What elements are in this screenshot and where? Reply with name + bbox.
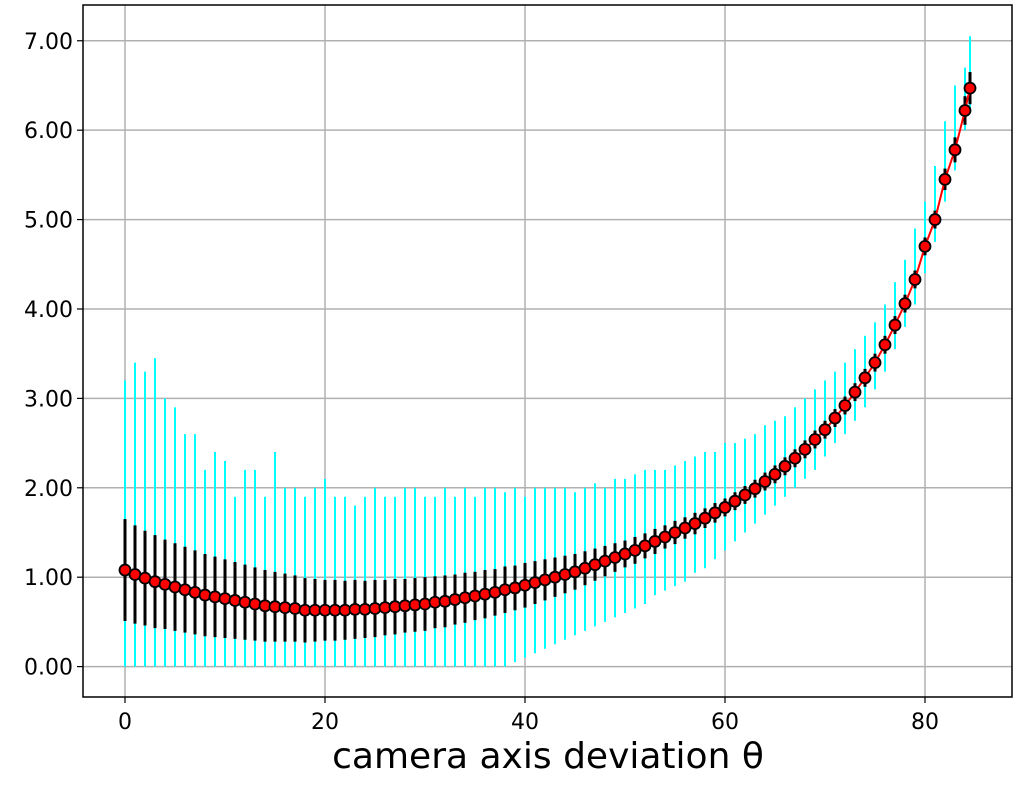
y-tick-label: 4.00 (24, 298, 73, 323)
y-tick-label: 7.00 (24, 30, 73, 55)
point (478, 587, 492, 601)
x-tick-label: 40 (511, 710, 539, 735)
point (468, 589, 482, 603)
y-tick-label: 5.00 (24, 209, 73, 234)
point (418, 597, 432, 611)
point (228, 594, 242, 607)
x-tick-label: 0 (118, 710, 132, 735)
point (218, 592, 232, 606)
point (908, 273, 922, 286)
y-tick-label: 3.00 (24, 387, 73, 412)
point (928, 213, 942, 226)
point (963, 81, 977, 95)
point (838, 399, 852, 412)
point (758, 475, 772, 488)
point (288, 602, 302, 615)
point (858, 371, 872, 385)
point (248, 597, 262, 611)
x-tick-label: 80 (911, 710, 939, 735)
point (688, 517, 702, 530)
point (708, 506, 722, 520)
point (878, 338, 892, 352)
point (498, 583, 512, 597)
point (898, 297, 912, 311)
point (788, 451, 802, 465)
point (728, 494, 742, 508)
x-axis-label: camera axis deviation θ (332, 736, 764, 777)
point (768, 467, 782, 481)
point (438, 594, 452, 608)
point (448, 593, 462, 606)
point (798, 442, 812, 456)
x-tick-label: 20 (311, 710, 339, 735)
x-tick-label: 60 (711, 710, 739, 735)
point (778, 459, 792, 473)
y-tick-label: 0.00 (24, 656, 73, 681)
point (198, 588, 212, 602)
point (718, 501, 732, 514)
y-tick-label: 1.00 (24, 566, 73, 591)
point (458, 591, 472, 605)
series-line (124, 87, 971, 612)
y-tick-label: 6.00 (24, 119, 73, 144)
point (938, 172, 952, 186)
point (808, 433, 822, 446)
point (698, 511, 712, 525)
point (948, 143, 962, 157)
point (888, 318, 902, 332)
point (738, 488, 752, 502)
point (748, 482, 762, 496)
point (828, 411, 842, 425)
point (958, 104, 972, 117)
plot-frame (82, 4, 1013, 698)
point (208, 590, 222, 604)
point (848, 385, 862, 399)
point (818, 423, 832, 437)
point (868, 356, 882, 370)
y-tick-label: 2.00 (24, 477, 73, 502)
point (238, 595, 252, 609)
point (918, 239, 932, 253)
